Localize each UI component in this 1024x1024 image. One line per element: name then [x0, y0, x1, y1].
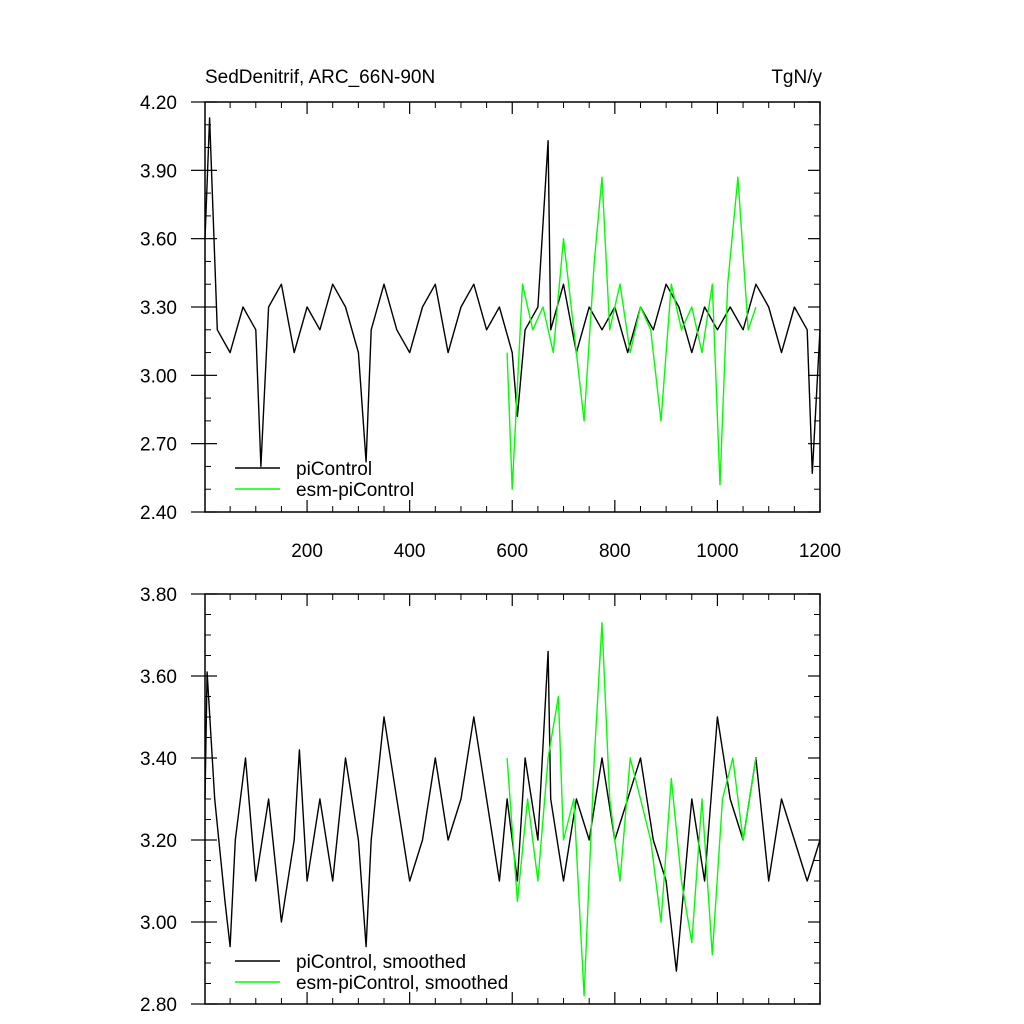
top-y-tick-label: 3.00: [140, 366, 177, 387]
top-legend-label-1: esm-piControl: [296, 480, 414, 501]
bottom-y-tick-label: 3.80: [140, 585, 177, 606]
top-y-tick-label: 2.70: [140, 435, 177, 456]
top-y-tick-label: 2.40: [140, 503, 177, 524]
bottom-legend-label-1: esm-piControl, smoothed: [296, 973, 508, 994]
top-x-tick-label: 800: [599, 541, 631, 562]
top-x-tick-label: 1200: [799, 541, 841, 562]
chart-title-right: TgN/y: [771, 67, 822, 88]
bottom-y-tick-label: 3.00: [140, 913, 177, 934]
top-legend-label-0: piControl: [296, 459, 372, 480]
bottom-y-tick-label: 2.80: [140, 995, 177, 1016]
top-plot-frame: [204, 101, 821, 513]
bottom-series-layer: [204, 622, 821, 997]
bottom-y-tick-label: 3.40: [140, 749, 177, 770]
top-ticks-layer: 200 400 600 800 1000 1200 2.40 2.70 3.00 3.30 3.60…: [140, 93, 841, 562]
bottom-legend-label-0: piControl, smoothed: [296, 952, 466, 973]
top-chart-panel: SedDenitrif, ARC_66N-90N TgN/y 200 400 600…: [140, 67, 841, 562]
top-series-line-0: [204, 117, 821, 474]
top-series-line-1: [506, 176, 757, 490]
bottom-y-tick-label: 3.60: [140, 667, 177, 688]
top-series-layer: [204, 117, 821, 490]
bottom-series-line-1: [506, 622, 757, 997]
bottom-ticks-layer: 2.80 3.00 3.20 3.40 3.60 3.80: [140, 585, 821, 1016]
bottom-plot-frame: [204, 593, 821, 1005]
bottom-chart-panel: 2.80 3.00 3.20 3.40 3.60 3.80 piControl, smoo…: [140, 585, 821, 1016]
bottom-y-tick-label: 3.20: [140, 831, 177, 852]
top-y-tick-label: 3.60: [140, 230, 177, 251]
top-y-tick-label: 4.20: [140, 93, 177, 114]
top-y-tick-label: 3.30: [140, 298, 177, 319]
top-x-tick-label: 1000: [696, 541, 738, 562]
top-x-tick-label: 200: [291, 541, 323, 562]
chart-title-left: SedDenitrif, ARC_66N-90N: [205, 67, 435, 88]
top-x-tick-label: 400: [394, 541, 426, 562]
top-y-tick-label: 3.90: [140, 161, 177, 182]
bottom-series-line-0: [204, 650, 821, 972]
top-x-tick-label: 600: [496, 541, 528, 562]
